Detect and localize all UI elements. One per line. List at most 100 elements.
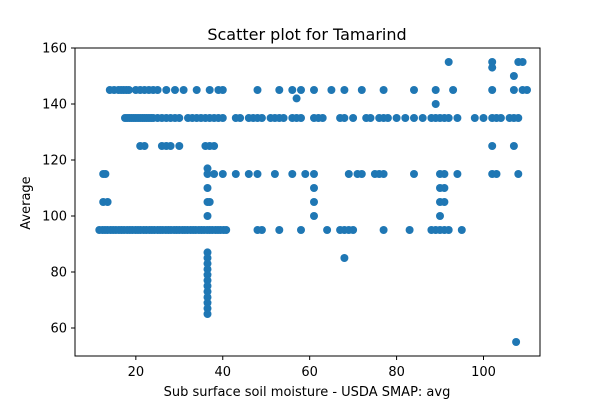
scatter-point — [275, 226, 284, 234]
scatter-point — [410, 86, 418, 94]
scatter-point — [279, 114, 288, 122]
scatter-point — [440, 184, 449, 192]
scatter-point — [171, 86, 179, 94]
scatter-point — [244, 170, 253, 178]
scatter-point — [449, 86, 458, 94]
x-tick-label: 20 — [128, 365, 145, 380]
scatter-point — [166, 142, 175, 150]
scatter-point — [392, 114, 401, 122]
scatter-point — [192, 86, 201, 94]
scatter-point — [379, 170, 388, 178]
scatter-point — [203, 270, 212, 279]
scatter-point — [292, 94, 301, 103]
scatter-point — [203, 276, 212, 285]
scatter-point — [323, 226, 332, 234]
scatter-point — [203, 184, 212, 192]
scatter-point — [405, 226, 414, 234]
scatter-point — [301, 170, 310, 178]
scatter-point — [257, 226, 266, 234]
scatter-point — [518, 58, 527, 66]
scatter-point — [203, 212, 212, 220]
scatter-point — [205, 198, 214, 206]
scatter-point — [310, 184, 318, 192]
scatter-point — [379, 86, 388, 94]
scatter-point — [236, 114, 245, 122]
scatter-point — [203, 298, 212, 307]
scatter-point — [162, 86, 171, 94]
scatter-point — [509, 86, 518, 94]
scatter-point — [470, 114, 479, 122]
y-tick-label: 80 — [50, 266, 67, 281]
scatter-point — [175, 114, 184, 122]
scatter-point — [453, 170, 462, 178]
scatter-point — [297, 114, 305, 122]
y-tick-label: 100 — [42, 210, 67, 225]
scatter-point — [488, 63, 497, 72]
axes-layer: 20 40 60 80 100 60 80 100 120 140 160 — [42, 42, 496, 381]
scatter-point — [253, 86, 262, 94]
scatter-point — [344, 170, 353, 178]
y-tick-label: 160 — [42, 42, 67, 57]
scatter-point — [203, 310, 212, 318]
scatter-point — [436, 212, 444, 220]
scatter-point — [203, 265, 212, 274]
scatter-point — [379, 226, 388, 234]
scatter-point — [440, 198, 449, 206]
scatter-point — [327, 86, 336, 94]
scatter-point — [175, 142, 184, 150]
plot-frame — [74, 47, 541, 357]
scatter-point — [270, 170, 279, 178]
scatter-point — [440, 170, 449, 178]
scatter-point — [444, 114, 453, 122]
scatter-point — [231, 170, 240, 178]
scatter-point — [103, 198, 112, 206]
scatter-point — [124, 86, 133, 94]
scatter-point — [336, 226, 345, 234]
scatter-point — [509, 142, 518, 150]
scatter-point — [340, 114, 349, 122]
scatter-point — [203, 282, 212, 290]
scatter-point — [218, 170, 227, 178]
x-tick-label: 40 — [214, 365, 231, 380]
scatter-point — [140, 142, 149, 150]
points-layer — [95, 58, 531, 346]
scatter-point — [203, 287, 212, 296]
x-tick-label: 100 — [471, 365, 496, 380]
scatter-point — [288, 86, 297, 94]
scatter-point — [496, 114, 505, 122]
scatter-point — [275, 86, 284, 94]
scatter-point — [203, 304, 212, 313]
scatter-point — [512, 338, 521, 346]
scatter-point — [203, 254, 212, 262]
scatter-point — [210, 170, 219, 178]
scatter-point — [210, 142, 219, 150]
x-axis-label: Sub surface soil moisture - USDA SMAP: a… — [164, 385, 451, 400]
scatter-point — [357, 170, 366, 178]
scatter-point — [205, 86, 214, 94]
y-tick-label: 120 — [42, 154, 67, 169]
scatter-point — [310, 170, 318, 178]
scatter-point — [514, 170, 523, 178]
scatter-point — [203, 293, 212, 302]
scatter-point — [222, 226, 231, 234]
scatter-point — [218, 86, 227, 94]
scatter-point — [203, 164, 212, 173]
scatter-point — [410, 114, 418, 122]
scatter-point — [514, 114, 523, 122]
scatter-point — [297, 226, 305, 234]
scatter-point — [340, 254, 349, 262]
scatter-point — [310, 86, 318, 94]
y-tick-label: 60 — [50, 322, 67, 337]
scatter-point — [444, 58, 453, 66]
scatter-point — [349, 226, 358, 234]
scatter-point — [444, 226, 453, 234]
scatter-point — [488, 86, 497, 94]
scatter-point — [203, 170, 212, 178]
scatter-point — [401, 114, 410, 122]
scatter-point — [253, 170, 262, 178]
scatter-point — [492, 170, 501, 178]
scatter-point — [257, 114, 266, 122]
scatter-point — [297, 86, 305, 94]
